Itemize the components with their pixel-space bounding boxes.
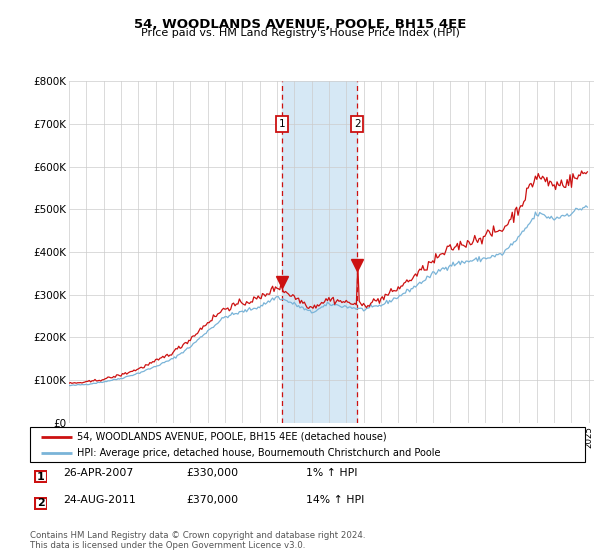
Text: £370,000: £370,000 [186,495,238,505]
Text: 54, WOODLANDS AVENUE, POOLE, BH15 4EE (detached house): 54, WOODLANDS AVENUE, POOLE, BH15 4EE (d… [77,432,387,442]
Text: 14% ↑ HPI: 14% ↑ HPI [306,495,364,505]
Text: 1: 1 [37,472,44,482]
Text: This data is licensed under the Open Government Licence v3.0.: This data is licensed under the Open Gov… [30,541,305,550]
Bar [282,81,357,423]
Text: 2: 2 [354,119,361,129]
Text: 26-APR-2007: 26-APR-2007 [63,468,133,478]
Text: Price paid vs. HM Land Registry's House Price Index (HPI): Price paid vs. HM Land Registry's House … [140,28,460,38]
Text: 54, WOODLANDS AVENUE, POOLE, BH15 4EE: 54, WOODLANDS AVENUE, POOLE, BH15 4EE [134,18,466,31]
Text: 24-AUG-2011: 24-AUG-2011 [63,495,136,505]
Text: 1: 1 [278,119,285,129]
Text: Contains HM Land Registry data © Crown copyright and database right 2024.: Contains HM Land Registry data © Crown c… [30,531,365,540]
Text: HPI: Average price, detached house, Bournemouth Christchurch and Poole: HPI: Average price, detached house, Bour… [77,449,440,458]
Text: 1% ↑ HPI: 1% ↑ HPI [306,468,358,478]
Text: £330,000: £330,000 [186,468,238,478]
Text: 2: 2 [37,498,44,508]
